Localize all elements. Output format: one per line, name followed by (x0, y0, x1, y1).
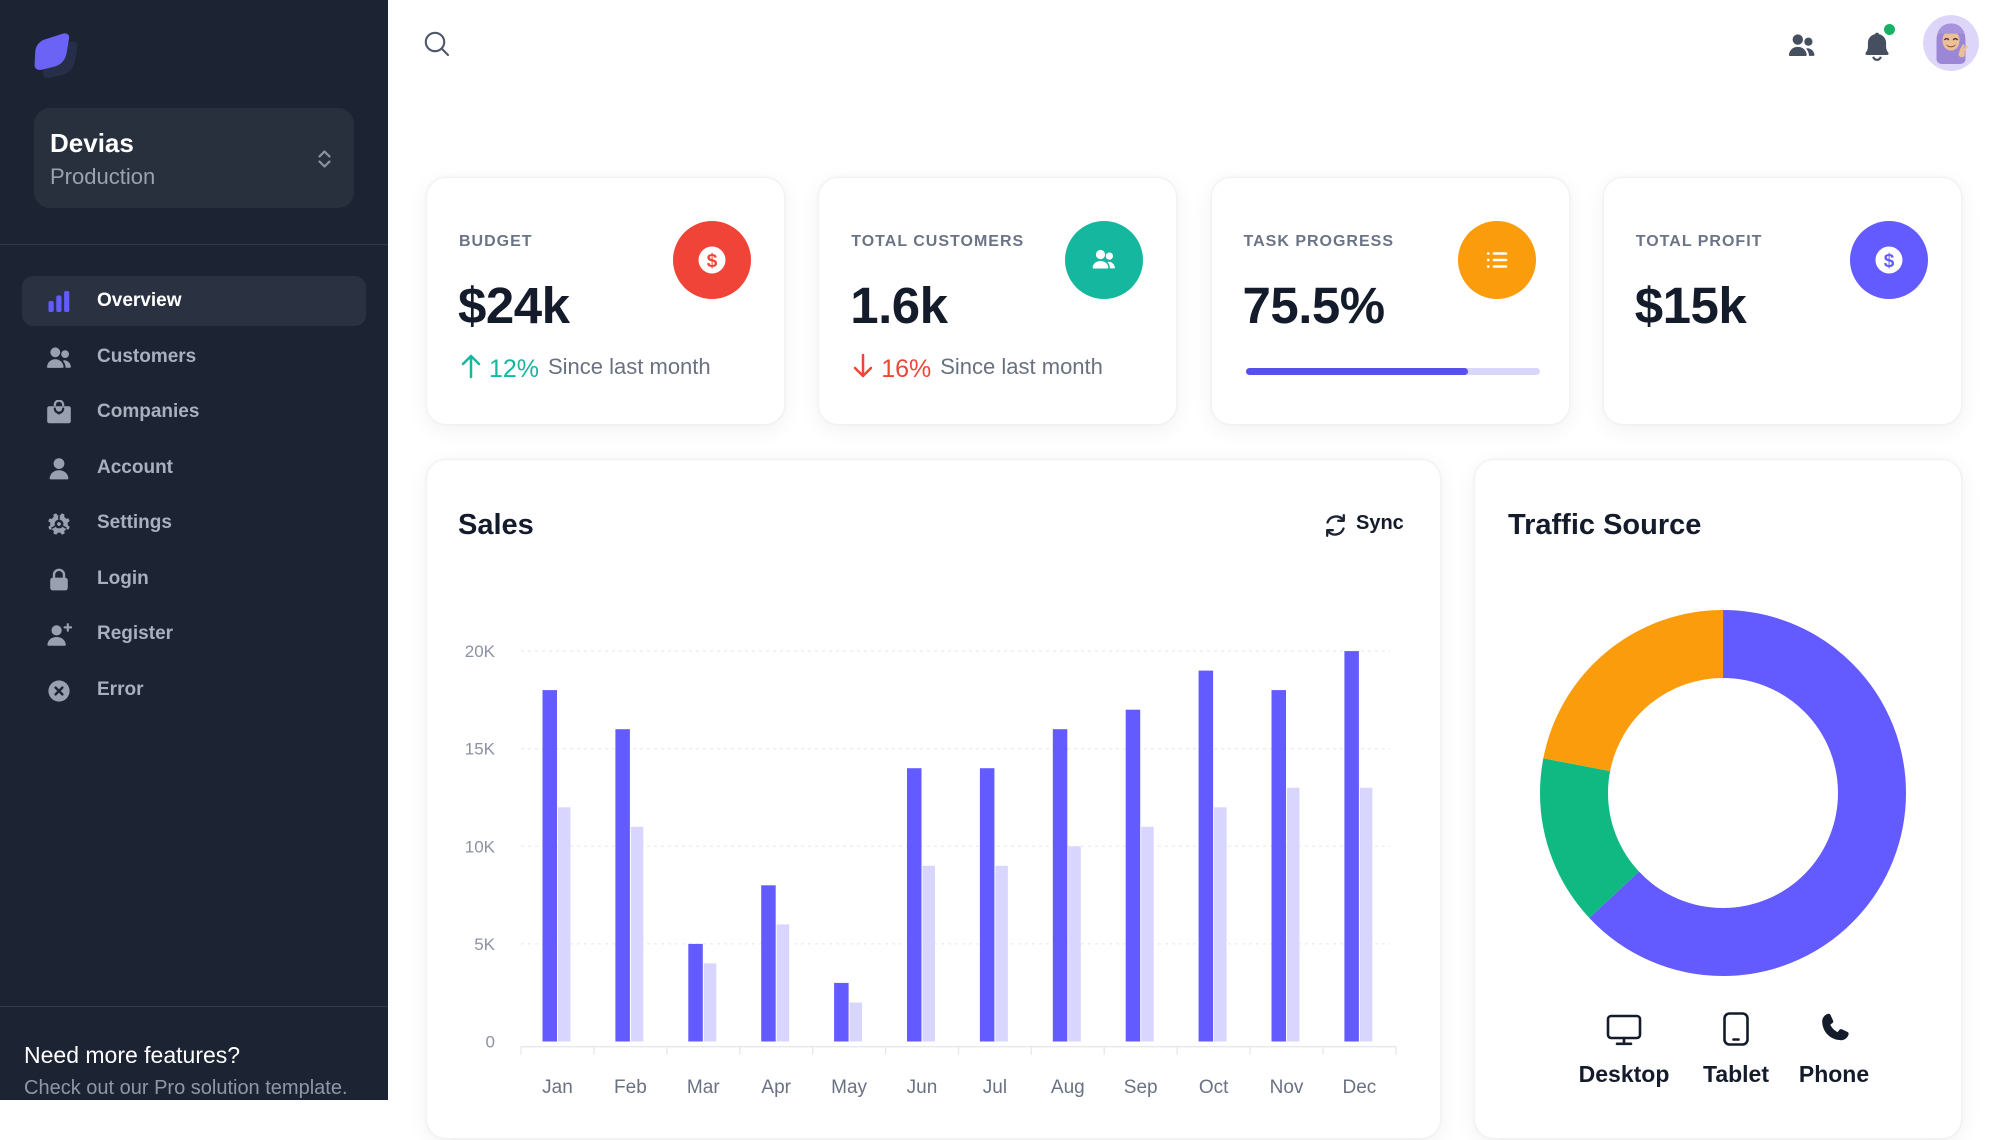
svg-text:Nov: Nov (1270, 1077, 1304, 1098)
svg-text:May: May (831, 1077, 867, 1098)
svg-text:Jan: Jan (542, 1077, 573, 1098)
svg-text:Mar: Mar (687, 1077, 720, 1098)
svg-text:Feb: Feb (614, 1077, 647, 1098)
svg-text:$: $ (1883, 251, 1894, 272)
svg-text:Jun: Jun (907, 1077, 938, 1098)
svg-text:Jul: Jul (983, 1077, 1007, 1098)
svg-text:$: $ (707, 251, 718, 272)
svg-text:10K: 10K (465, 837, 496, 856)
svg-text:Apr: Apr (761, 1077, 791, 1098)
svg-text:Sep: Sep (1124, 1077, 1158, 1098)
svg-text:15K: 15K (465, 740, 496, 759)
svg-text:Aug: Aug (1051, 1077, 1085, 1098)
svg-text:20K: 20K (465, 642, 496, 661)
svg-text:Oct: Oct (1199, 1077, 1229, 1098)
svg-text:0: 0 (486, 1033, 495, 1052)
svg-text:Dec: Dec (1343, 1077, 1377, 1098)
svg-text:5K: 5K (474, 935, 495, 954)
